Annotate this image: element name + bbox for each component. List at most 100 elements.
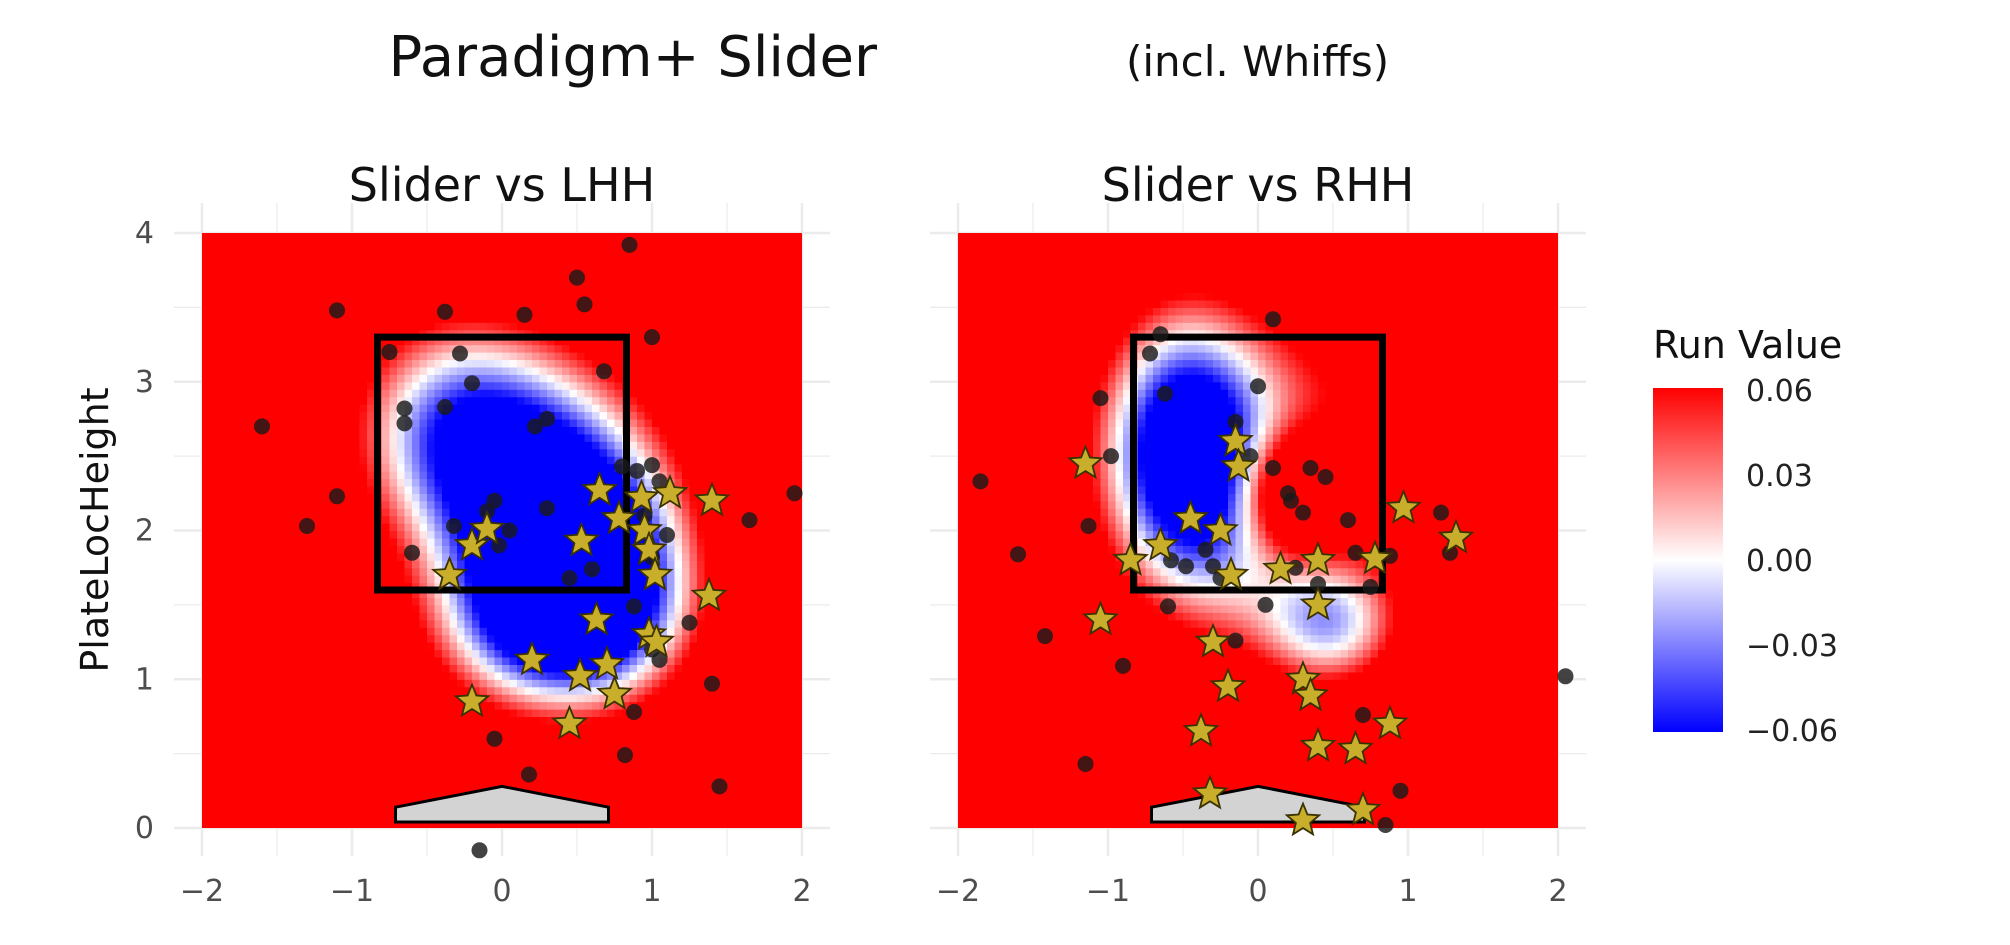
heat-cell	[397, 761, 406, 770]
heat-cell	[509, 411, 518, 420]
heat-cell	[389, 337, 398, 346]
heat-cell	[652, 448, 661, 457]
heat-cell	[479, 753, 488, 762]
heat-cell	[524, 694, 533, 703]
heat-cell	[629, 679, 638, 688]
heat-cell	[307, 359, 316, 368]
heat-cell	[562, 508, 571, 517]
heat-cell	[449, 530, 458, 539]
heat-cell	[659, 597, 668, 606]
heat-cell	[232, 322, 241, 331]
heat-cell	[352, 612, 361, 621]
heat-cell	[262, 322, 271, 331]
heat-cell	[629, 768, 638, 777]
heat-cell	[569, 456, 578, 465]
heat-cell	[547, 359, 556, 368]
heat-cell	[367, 701, 376, 710]
heat-cell	[262, 761, 271, 770]
heat-cell	[307, 456, 316, 465]
heat-cell	[404, 322, 413, 331]
heat-cell	[502, 478, 511, 487]
heat-cell	[254, 679, 263, 688]
heat-cell	[284, 247, 293, 256]
heat-cell	[472, 716, 481, 725]
heat-cell	[359, 374, 368, 383]
heat-cell	[517, 537, 526, 546]
heat-cell	[509, 262, 518, 271]
heat-cell	[217, 716, 226, 725]
heat-cell	[404, 426, 413, 435]
heat-cell	[614, 374, 623, 383]
heat-cell	[652, 686, 661, 695]
heat-cell	[637, 664, 646, 673]
heat-cell	[577, 701, 586, 710]
heat-cell	[299, 299, 308, 308]
heat-cell	[314, 381, 323, 390]
heat-cell	[269, 627, 278, 636]
heat-cell	[569, 664, 578, 673]
heat-cell	[652, 374, 661, 383]
heat-cell	[254, 270, 263, 279]
heat-cell	[614, 270, 623, 279]
heat-cell	[202, 471, 211, 480]
heat-cell	[344, 530, 353, 539]
heat-cell	[562, 679, 571, 688]
heat-cell	[269, 307, 278, 316]
heat-cell	[314, 471, 323, 480]
heat-cell	[389, 485, 398, 494]
heat-cell	[247, 448, 256, 457]
heat-cell	[299, 389, 308, 398]
heat-cell	[487, 285, 496, 294]
heat-cell	[622, 790, 631, 799]
heat-cell	[554, 366, 563, 375]
heat-cell	[442, 523, 451, 532]
heat-cell	[584, 493, 593, 502]
heat-cell	[329, 366, 338, 375]
heat-cell	[427, 359, 436, 368]
heat-cell	[457, 820, 466, 828]
heat-cell	[344, 738, 353, 747]
heat-cell	[434, 768, 443, 777]
heat-cell	[479, 820, 488, 828]
heat-cell	[577, 768, 586, 777]
heat-cell	[479, 656, 488, 665]
heat-cell	[599, 523, 608, 532]
heat-cell	[434, 820, 443, 828]
heat-cell	[614, 292, 623, 301]
heat-cell	[404, 285, 413, 294]
heat-cell	[592, 433, 601, 442]
heat-cell	[322, 686, 331, 695]
heat-cell	[524, 292, 533, 301]
heat-cell	[374, 753, 383, 762]
heat-cell	[389, 433, 398, 442]
heat-cell	[292, 753, 301, 762]
heat-cell	[389, 396, 398, 405]
heat-cell	[239, 805, 248, 814]
heat-cell	[464, 530, 473, 539]
heat-cell	[262, 738, 271, 747]
heat-cell	[382, 448, 391, 457]
heat-cell	[427, 753, 436, 762]
heat-cell	[307, 731, 316, 740]
heat-cell	[629, 366, 638, 375]
heat-cell	[442, 277, 451, 286]
heat-cell	[359, 515, 368, 524]
heat-cell	[314, 426, 323, 435]
heat-cell	[637, 731, 646, 740]
heat-cell	[299, 679, 308, 688]
heat-cell	[434, 411, 443, 420]
heat-cell	[434, 656, 443, 665]
heat-cell	[382, 441, 391, 450]
heat-cell	[584, 701, 593, 710]
heat-cell	[584, 597, 593, 606]
heat-cell	[652, 433, 661, 442]
heat-cell	[517, 508, 526, 517]
heat-cell	[532, 723, 541, 732]
heat-cell	[434, 352, 443, 361]
heat-cell	[344, 270, 353, 279]
heat-cell	[277, 746, 286, 755]
heat-cell	[269, 389, 278, 398]
heat-cell	[577, 471, 586, 480]
heat-cell	[509, 649, 518, 658]
heat-cell	[269, 612, 278, 621]
